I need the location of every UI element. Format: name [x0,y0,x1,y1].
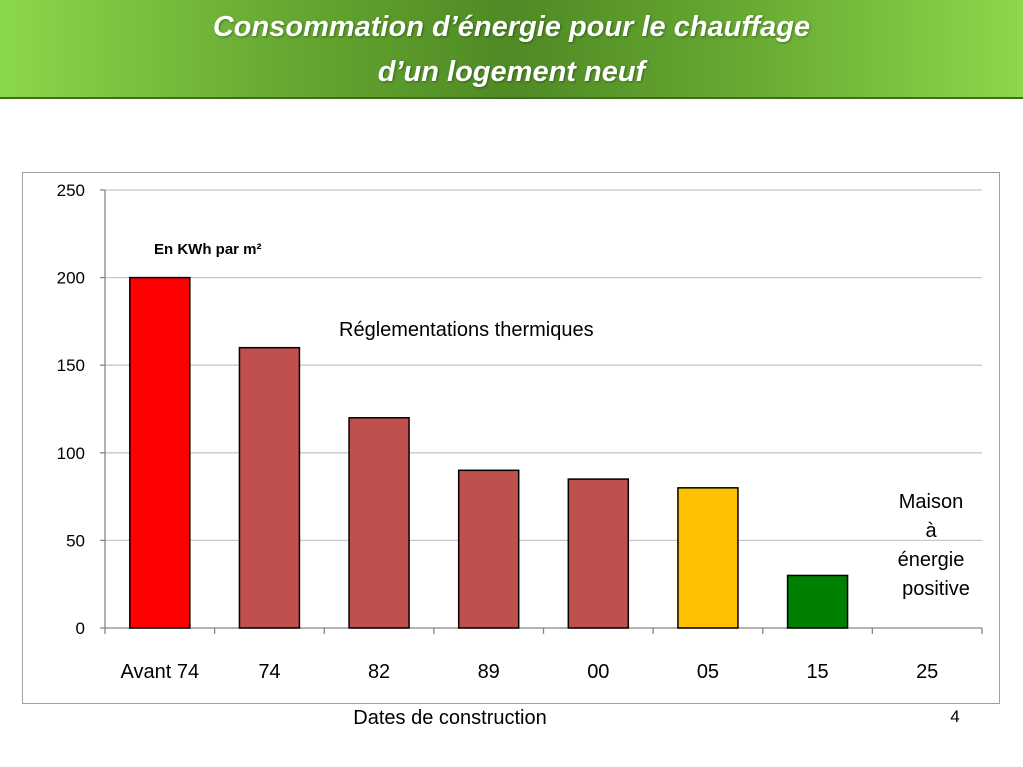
bar-2 [238,346,301,629]
annotation-positive-house-line: à [925,520,937,542]
y-tick-label: 0 [76,619,85,638]
annotation-positive-house-line: énergie [898,549,965,571]
y-tick-label: 250 [57,181,85,200]
y-tick-label: 200 [57,269,85,288]
annotation-positive-house-line: positive [902,578,970,600]
unit-label: En KWh par m² [154,241,262,258]
x-axis-title: Dates de construction [353,707,547,729]
slide-title-line-2: d’un logement neuf [377,56,646,88]
x-tick-label: 89 [478,661,500,683]
x-tick-label: 15 [806,661,828,683]
bar-3 [348,417,410,629]
bar-4 [457,469,520,629]
bar-5 [567,478,630,629]
x-tick-label: 25 [916,661,938,683]
x-tick-label: Avant 74 [121,661,200,683]
slide-title-line-1: Consommation d’énergie pour le chauffage [212,11,811,43]
page-number: 4 [950,707,960,726]
bar-chart: 0 50 100 150 200 250 Avant 74 74 82 89 00 05 15 25 En … [57,181,983,683]
y-tick-label: 100 [57,444,85,463]
y-tick-label: 150 [57,356,85,375]
x-tick-label: 05 [697,661,719,683]
y-tick-label: 50 [66,531,85,550]
annotation-regulations: Réglementations thermiques [339,319,594,341]
annotation-positive-house-line: Maison [899,491,963,513]
x-tick-label: 74 [258,661,280,683]
x-tick-label: 00 [587,661,609,683]
bar-1 [129,276,191,629]
x-tick-label: 82 [368,661,390,683]
chart-frame: 0 50 100 150 200 250 Avant 74 74 82 89 00 05 15 25 En … [22,172,1000,704]
title-banner: Consommation d’énergie pour le chauffage… [0,0,1023,99]
bar-6 [677,487,739,629]
bar-7 [786,574,849,629]
